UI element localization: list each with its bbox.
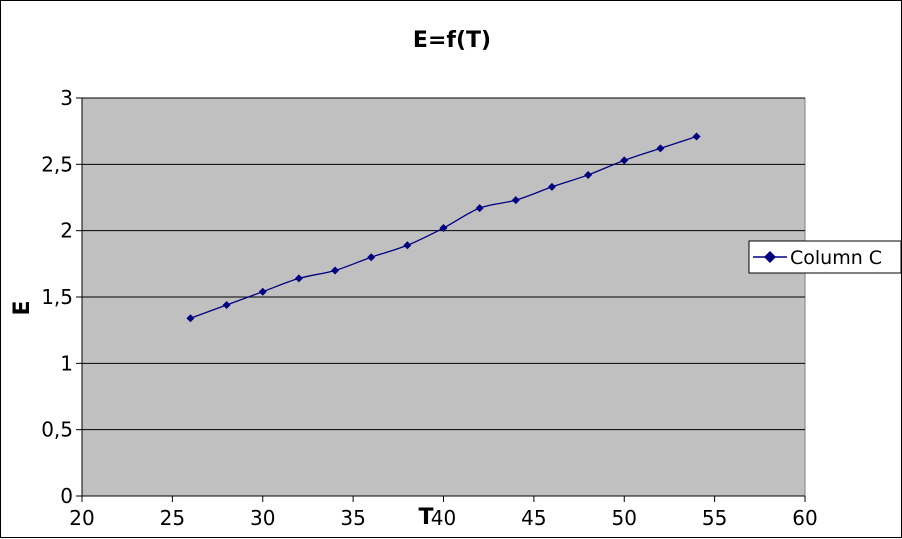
y-tick-label: 1	[60, 351, 73, 375]
axes: 0 0,5 1 1,5 2 2,5 3 20 25 30 35 40 45 50 55 60	[41, 86, 818, 530]
data-point	[584, 170, 593, 179]
x-axis-label: T	[418, 505, 433, 530]
y-tick-label: 0	[60, 484, 73, 508]
chart-title: E=f(T)	[413, 28, 491, 53]
data-point	[294, 274, 303, 283]
x-tick-label: 40	[431, 506, 456, 530]
data-point	[620, 156, 629, 165]
x-tick-label: 50	[612, 506, 637, 530]
data-point	[186, 314, 195, 323]
data-point	[692, 132, 701, 141]
x-tick-label: 55	[702, 506, 727, 530]
y-tick-label: 2,5	[41, 152, 73, 176]
data-point	[403, 241, 412, 250]
data-point	[475, 204, 484, 213]
legend-label: Column C	[790, 247, 882, 269]
y-tick-label: 0,5	[41, 418, 73, 442]
data-point	[331, 266, 340, 275]
legend: Column C	[748, 240, 902, 274]
y-tick-label: 1,5	[41, 285, 73, 309]
y-tick-label: 3	[60, 86, 73, 110]
x-tick-label: 45	[521, 506, 546, 530]
x-tick-label: 60	[792, 506, 817, 530]
legend-swatch-marker	[764, 251, 776, 263]
x-tick-label: 20	[69, 506, 94, 530]
data-point	[367, 253, 376, 262]
data-point	[258, 287, 267, 296]
data-point	[511, 196, 520, 205]
data-point	[439, 224, 448, 233]
x-tick-label: 25	[160, 506, 185, 530]
data-point	[547, 182, 556, 191]
x-tick-label: 30	[250, 506, 275, 530]
y-axis-label: E	[10, 300, 35, 315]
series-group	[186, 132, 701, 323]
data-point	[222, 300, 231, 309]
data-point	[656, 144, 665, 153]
y-tick-label: 2	[60, 219, 73, 243]
x-tick-label: 35	[340, 506, 365, 530]
